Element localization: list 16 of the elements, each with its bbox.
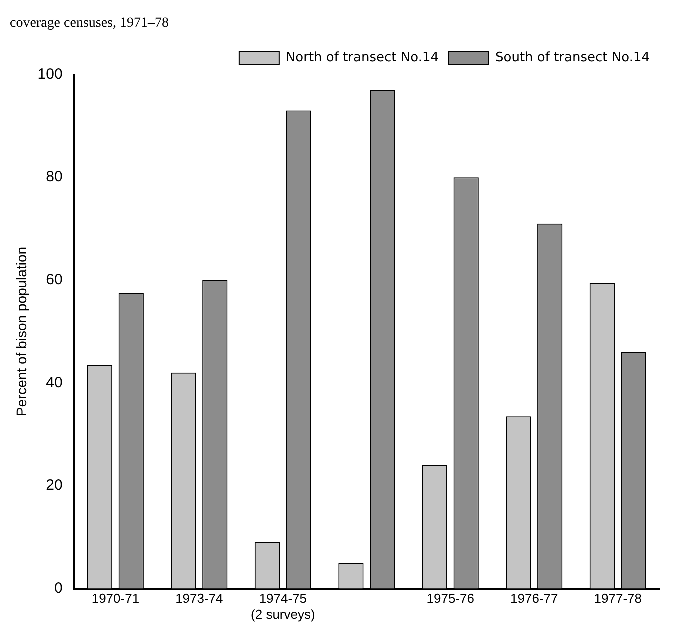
x-tick-label: 1973-74 (176, 591, 224, 606)
y-tick-label: 80 (46, 168, 63, 186)
x-tick-label: 1977-78 (594, 591, 642, 606)
y-tick-label: 100 (38, 66, 63, 83)
y-tick-label: 60 (46, 272, 63, 289)
y-tick-label: 40 (46, 374, 63, 392)
x-tick-label: 1974-75 (2 surveys) (251, 591, 316, 622)
y-tick-label: 0 (54, 580, 63, 597)
x-tick-label: 1970-71 (92, 591, 140, 606)
legend-label: North of transect No.14 (286, 50, 440, 66)
legend-label: South of transect No.14 (496, 50, 650, 66)
y-axis-title: Percent of bison population (13, 246, 30, 417)
x-tick-label: 1975-76 (426, 591, 475, 606)
x-tick-label: 1976-77 (510, 591, 558, 606)
chart-title: coverage censuses, 1971–78 (10, 16, 170, 32)
y-tick-label: 20 (46, 477, 63, 494)
